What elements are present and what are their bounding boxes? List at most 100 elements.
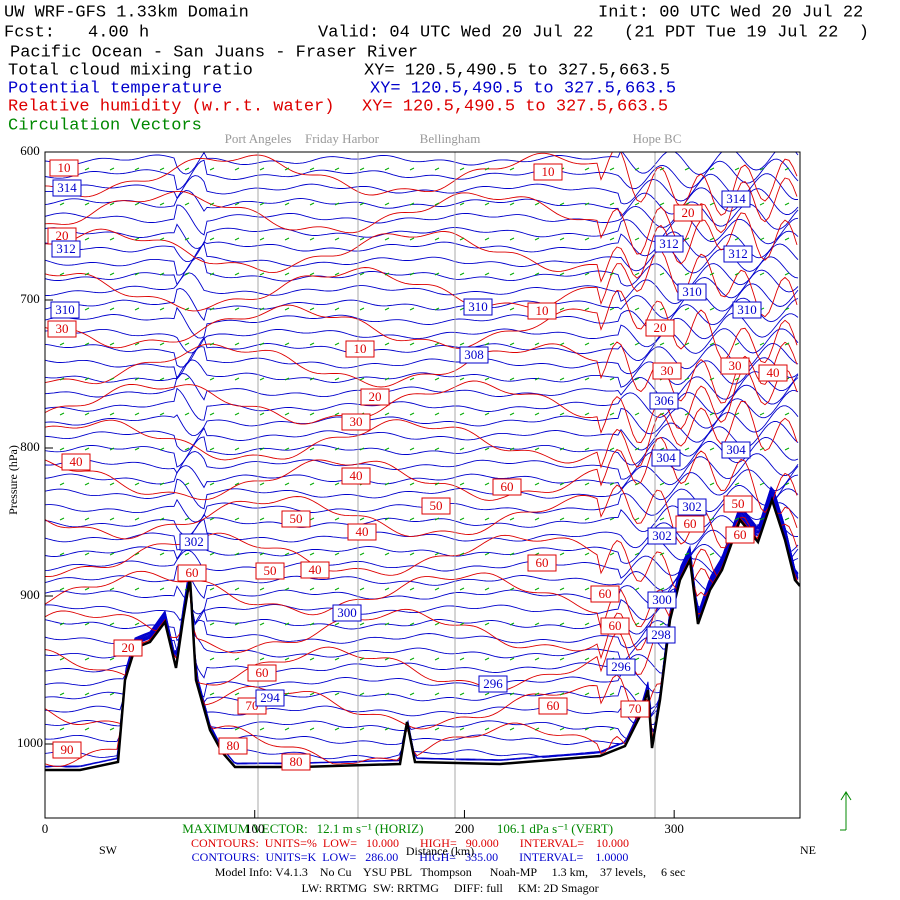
- contour-label: 314: [57, 180, 77, 195]
- wind-vector: [334, 587, 340, 591]
- contour-label: 294: [260, 690, 280, 705]
- wind-vector: [359, 622, 365, 626]
- wind-vector: [409, 587, 415, 591]
- wind-vector: [234, 167, 240, 171]
- wind-vector: [284, 482, 290, 486]
- theta-isoline: [45, 230, 799, 263]
- x-tick-label: 0: [42, 821, 49, 836]
- wind-vector: [534, 482, 540, 486]
- wind-vector: [334, 272, 340, 276]
- rh-isoline: [45, 368, 798, 444]
- contour-label: 10: [542, 164, 555, 179]
- wind-vector: [459, 692, 465, 696]
- wind-vector: [684, 412, 690, 416]
- wind-vector: [159, 587, 165, 591]
- wind-vector: [784, 237, 790, 241]
- theta-isoline: [45, 421, 799, 468]
- wind-vector: [384, 237, 390, 241]
- contour-label: 310: [737, 302, 757, 317]
- theta-isoline: [45, 297, 799, 339]
- theta-isoline: [45, 498, 799, 564]
- wind-vector: [234, 692, 240, 696]
- contour-label-box: [179, 533, 209, 551]
- wind-vector: [159, 412, 165, 416]
- wind-vector: [534, 377, 540, 381]
- wind-vector: [334, 552, 340, 556]
- wind-vector: [259, 202, 265, 206]
- theta-isoline: [45, 216, 799, 249]
- wind-vector: [459, 342, 465, 346]
- contour-label: 20: [682, 205, 695, 220]
- wind-vector: [409, 552, 415, 556]
- wind-vector: [484, 517, 490, 521]
- wind-vector: [509, 657, 515, 661]
- chart-title: UW WRF-GFS 1.33km Domain: [4, 3, 249, 22]
- wind-vector: [784, 307, 790, 311]
- wind-vector: [434, 482, 440, 486]
- wind-vector: [584, 622, 590, 626]
- field-xy: XY= 120.5,490.5 to 327.5,663.5: [364, 61, 670, 80]
- wind-vector: [359, 307, 365, 311]
- wind-vector: [184, 412, 190, 416]
- wind-vector: [434, 167, 440, 171]
- wind-vector: [109, 727, 115, 731]
- contour-label-box: [677, 283, 707, 301]
- contour-label: 310: [468, 299, 488, 314]
- contour-label-box: [113, 639, 143, 657]
- contour-label: 40: [309, 562, 322, 577]
- wind-vector: [584, 517, 590, 521]
- plot-area: [45, 152, 800, 818]
- wind-vector: [284, 552, 290, 556]
- wind-vector: [459, 657, 465, 661]
- wind-vector: [659, 412, 665, 416]
- contour-label-box: [649, 392, 679, 410]
- wind-vector: [759, 272, 765, 276]
- contour-label-box: [177, 564, 207, 582]
- wind-vector: [109, 307, 115, 311]
- wind-vector: [709, 307, 715, 311]
- theta-isoline: [45, 328, 799, 368]
- wind-vector: [684, 482, 690, 486]
- contour-label: 90: [61, 742, 74, 757]
- wind-vector: [609, 377, 615, 381]
- wind-vector: [209, 482, 215, 486]
- contour-label-box: [533, 163, 563, 181]
- wind-vector: [509, 237, 515, 241]
- wind-vector: [409, 342, 415, 346]
- theta-contour-info: CONTOURS: UNITS=K LOW= 286.00 HIGH= 335.…: [192, 850, 629, 864]
- wind-vector: [309, 412, 315, 416]
- wind-vector: [384, 622, 390, 626]
- contour-label: 304: [656, 450, 676, 465]
- wind-vector: [684, 237, 690, 241]
- wind-vector: [209, 307, 215, 311]
- wind-vector: [334, 517, 340, 521]
- wind-vector: [184, 167, 190, 171]
- wind-vector: [609, 482, 615, 486]
- wind-vector: [234, 727, 240, 731]
- wind-vector: [709, 202, 715, 206]
- wind-vector: [234, 552, 240, 556]
- contour-label-box: [538, 697, 568, 715]
- fcst-label: Fcst:: [4, 23, 55, 42]
- wind-vector: [559, 587, 565, 591]
- wind-vector: [84, 692, 90, 696]
- wind-vector: [409, 167, 415, 171]
- rh-isoline: [45, 484, 798, 549]
- wind-vector: [59, 587, 65, 591]
- wind-vector: [709, 482, 715, 486]
- wind-vector: [59, 692, 65, 696]
- wind-vector: [209, 412, 215, 416]
- wind-vector: [359, 377, 365, 381]
- contour-label: 20: [122, 640, 135, 655]
- wind-vector: [159, 167, 165, 171]
- wind-vector: [559, 377, 565, 381]
- wind-vector: [659, 167, 665, 171]
- wind-vector: [784, 342, 790, 346]
- wind-vector: [209, 587, 215, 591]
- wind-vector: [584, 692, 590, 696]
- wind-vector: [384, 552, 390, 556]
- wind-vector: [659, 272, 665, 276]
- wind-vector: [184, 552, 190, 556]
- wind-vector: [584, 587, 590, 591]
- wind-vector: [209, 517, 215, 521]
